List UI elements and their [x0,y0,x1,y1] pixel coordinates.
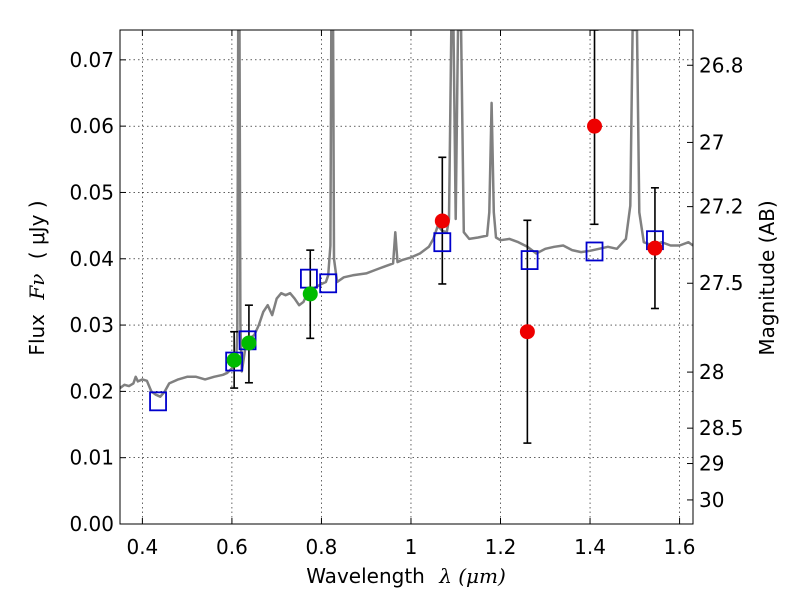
y-tick-label: 0.03 [69,313,114,337]
right-tick-label: 27.5 [699,271,744,295]
synthetic-flux-box [585,241,604,262]
x-axis-label-text: Wavelength [306,564,425,588]
y-axis-label-unit: ( μJy ) [25,200,49,259]
ticks: 0.4 0.6 0.8 1 1.2 1.4 1.6 0.00 0.01 0.02 0.03 0.04 0… [69,30,744,559]
x-tick-label: 0.4 [126,535,158,559]
plot-area [120,30,693,444]
observed-green-point [241,335,257,351]
right-tick-label: 26.8 [699,53,744,77]
y-tick-label: 0.05 [69,180,114,204]
plot-frame [119,29,694,525]
x-tick-label: 1.6 [664,535,696,559]
synthetic-flux-box [149,391,167,412]
y-tick-label: 0.04 [69,247,114,271]
y-tick-label: 0.02 [69,379,114,403]
synthetic-flux-box [225,351,244,372]
x-tick-label: 1 [405,535,418,559]
synthetic-flux-box [433,232,452,253]
y-tick-label: 0.00 [69,512,114,536]
observed-red-point [647,240,663,256]
y-axis-label-text: Flux [25,314,49,356]
x-tick-label: 1.2 [485,535,517,559]
x-axis-label-symbol: λ (μm) [438,564,506,588]
observed-red-point [434,213,450,229]
observed-red-point [519,324,535,340]
observed-green-point [302,286,318,302]
right-axis-label: Magnitude (AB) [755,200,779,355]
synthetic-flux-box [319,273,338,294]
y-tick-label: 0.06 [69,114,114,138]
y-axis-label-symbol: Fν [25,274,49,301]
y-axis-label: Flux Fν ( μJy ) [25,200,49,355]
right-tick-label: 30 [699,488,724,512]
x-axis-label: Wavelength λ (μm) [306,564,506,588]
right-tick-label: 27 [699,130,724,154]
synthetic-flux-box [520,250,539,270]
x-tick-label: 0.8 [306,535,338,559]
y-tick-label: 0.07 [69,48,114,72]
x-tick-label: 1.4 [574,535,606,559]
right-tick-label: 27.2 [699,195,744,219]
right-tick-label: 28 [699,360,724,384]
right-tick-label: 29 [699,452,724,476]
y-tick-label: 0.01 [69,446,114,470]
right-tick-label: 28.5 [699,416,744,440]
model-spectrum-line [120,30,693,398]
observed-red-point [587,118,603,134]
observed-green-point [226,352,242,368]
x-tick-label: 0.6 [216,535,248,559]
